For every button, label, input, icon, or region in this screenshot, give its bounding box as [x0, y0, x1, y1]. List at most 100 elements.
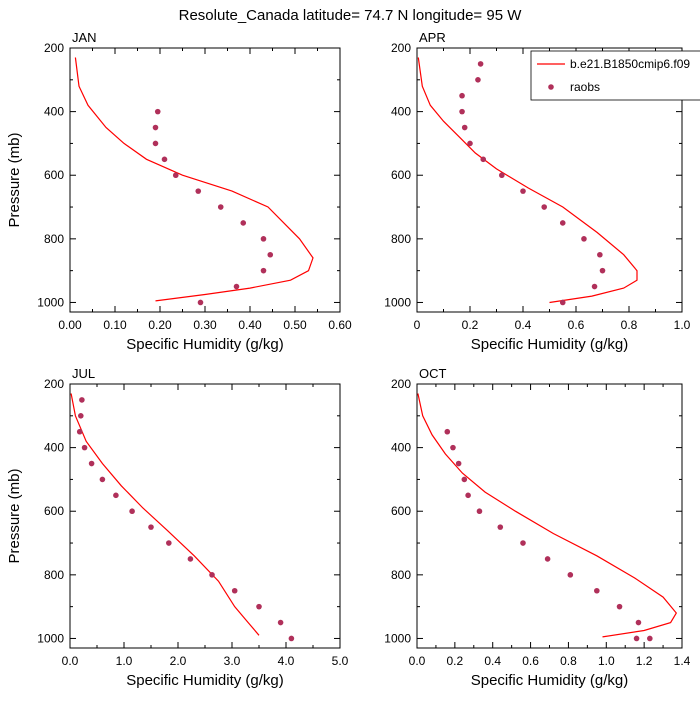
y-tick-label: 600	[44, 168, 64, 182]
obs-point	[647, 635, 653, 642]
obs-point	[461, 124, 468, 131]
x-tick-label: 0.4	[484, 654, 501, 668]
obs-point	[129, 508, 135, 515]
model-line	[417, 393, 678, 638]
y-tick-label: 800	[44, 232, 64, 246]
x-tick-label: 0.2	[462, 318, 479, 332]
obs-point	[231, 587, 238, 594]
obs-point	[559, 220, 566, 226]
y-tick-label: 200	[391, 41, 411, 55]
x-tick-label: 0.0	[409, 654, 426, 668]
obs-point	[152, 124, 159, 131]
series-group	[70, 393, 295, 642]
obs-point	[544, 556, 551, 562]
panel-label: JAN	[72, 30, 97, 45]
x-tick-label: 0.20	[148, 318, 172, 332]
obs-point	[172, 172, 179, 179]
obs-point	[476, 508, 483, 515]
x-tick-label: 0.10	[103, 318, 127, 332]
obs-point	[635, 619, 642, 626]
x-tick-label: 3.0	[224, 654, 241, 668]
panel-jan: JAN 0.00 0.10 0.20 0.30 0.40 0.50 0.60 200 400 600…	[6, 30, 352, 353]
obs-point	[113, 492, 119, 499]
x-tick-label: 1.0	[598, 654, 615, 668]
x-tick-label: 0.8	[560, 654, 577, 668]
obs-point	[520, 540, 526, 546]
x-axis-label: Specific Humidity (g/kg)	[471, 672, 629, 689]
x-tick-label: 0.40	[238, 318, 262, 332]
obs-point	[616, 603, 623, 610]
x-tick-label: 0.4	[515, 318, 532, 332]
obs-point	[480, 156, 487, 163]
x-tick-label: 0.0	[62, 654, 79, 668]
obs-point	[197, 299, 204, 306]
obs-point	[277, 619, 284, 626]
panel-apr: APR 0 0.2 0.4 0.6 0.8 1.0 200 400 600 800 1000 Speci…	[384, 30, 690, 353]
y-tick-label: 600	[391, 504, 411, 518]
y-tick-label: 200	[391, 377, 411, 391]
y-tick-label: 1000	[37, 631, 64, 645]
obs-point	[597, 251, 603, 258]
y-tick-label: 400	[44, 441, 64, 455]
obs-point	[187, 556, 194, 562]
model-line	[74, 57, 314, 302]
x-axis-label: Specific Humidity (g/kg)	[126, 336, 284, 353]
y-tick-label: 200	[44, 41, 64, 55]
x-axis-label: Specific Humidity (g/kg)	[471, 336, 629, 353]
obs-point	[260, 236, 267, 242]
obs-point	[459, 108, 465, 115]
y-axis-label: Pressure (mb)	[6, 132, 23, 227]
legend-obs-label: raobs	[570, 80, 600, 94]
obs-point	[477, 61, 484, 67]
series-group	[417, 57, 638, 306]
obs-point	[461, 476, 468, 483]
y-tick-label: 600	[44, 504, 64, 518]
obs-point	[581, 236, 587, 242]
obs-point	[267, 251, 274, 258]
obs-point	[88, 460, 95, 467]
x-tick-label: 0.00	[58, 318, 82, 332]
obs-point	[467, 140, 473, 147]
obs-point	[240, 220, 247, 226]
panel-jul: JUL 0.0 1.0 2.0 3.0 4.0 5.0 200 400 600 800 1000 Spe…	[6, 366, 349, 689]
y-tick-label: 200	[44, 377, 64, 391]
obs-point	[152, 140, 159, 147]
x-tick-label: 0.2	[447, 654, 464, 668]
plot-frame	[416, 383, 683, 649]
obs-point	[233, 283, 240, 290]
obs-point	[195, 188, 202, 194]
y-tick-label: 400	[44, 105, 64, 119]
obs-point	[541, 204, 547, 210]
obs-point	[166, 540, 172, 546]
obs-point	[148, 524, 154, 530]
obs-point	[81, 444, 88, 451]
x-tick-label: 1.0	[116, 654, 133, 668]
y-tick-label: 1000	[384, 631, 411, 645]
obs-point	[475, 77, 481, 83]
x-tick-label: 0.60	[328, 318, 352, 332]
obs-point	[559, 299, 566, 306]
figure-title: Resolute_Canada latitude= 74.7 N longitu…	[179, 7, 523, 24]
obs-point	[594, 587, 600, 594]
obs-point	[591, 283, 598, 290]
y-tick-label: 800	[391, 568, 411, 582]
legend-model-label: b.e21.B1850cmip6.f09	[570, 57, 690, 71]
obs-point	[567, 572, 574, 578]
x-tick-label: 0	[414, 318, 421, 332]
x-tick-label: 1.4	[674, 654, 691, 668]
y-tick-label: 400	[391, 441, 411, 455]
legend-dot-swatch	[548, 84, 554, 90]
x-tick-label: 5.0	[332, 654, 349, 668]
obs-point	[256, 603, 262, 610]
series-group	[74, 57, 314, 306]
obs-point	[465, 492, 471, 499]
panel-oct: OCT 0.0 0.2 0.4 0.6 0.8 1.0 1.2 1.4 200 400 600 800 1…	[384, 366, 690, 689]
x-tick-label: 0.30	[193, 318, 217, 332]
obs-point	[599, 267, 606, 274]
plot-frame	[69, 383, 341, 649]
obs-point	[154, 108, 161, 115]
x-axis-label: Specific Humidity (g/kg)	[126, 672, 284, 689]
obs-point	[520, 188, 526, 194]
